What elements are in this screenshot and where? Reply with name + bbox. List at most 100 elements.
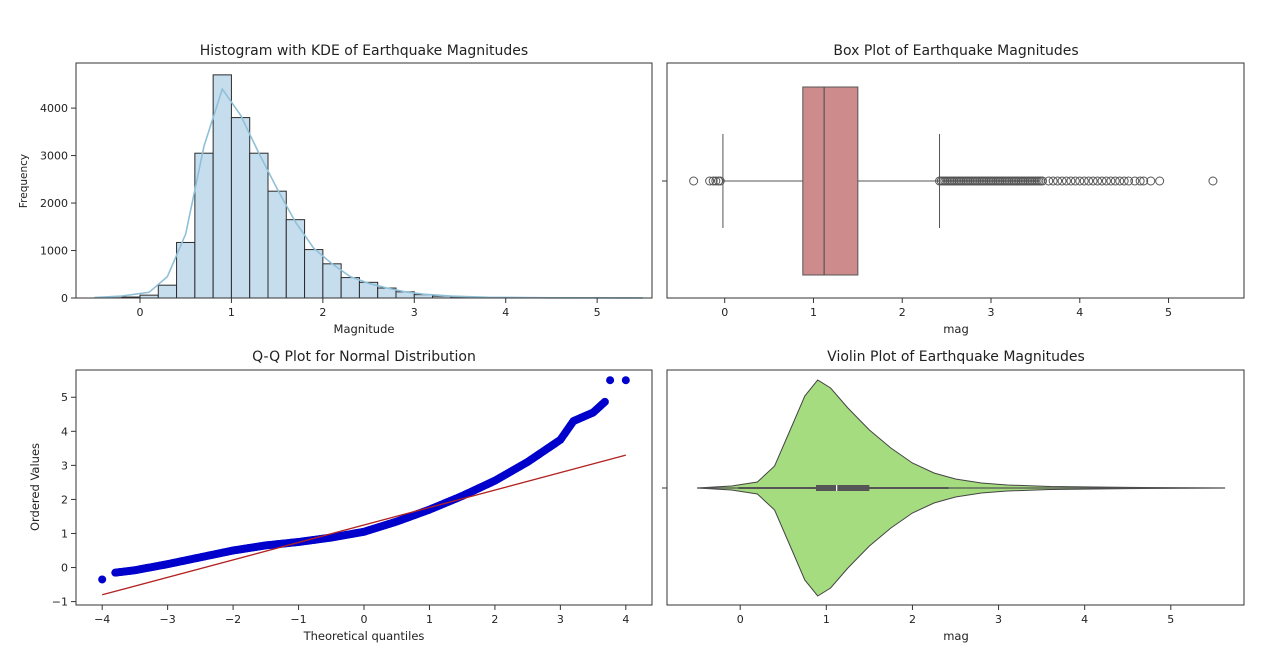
histogram-y-tick-label: 0 [61, 292, 68, 305]
boxplot-outlier [1057, 176, 1067, 186]
histogram-y-tick-label: 2000 [40, 197, 68, 210]
qq-panel: Q-Q Plot for Normal Distribution −4 −3 −2 −… [28, 349, 653, 643]
histogram-frame [75, 62, 653, 299]
boxplot-outlier [1135, 176, 1145, 186]
qq-x-tick-label: 4 [622, 613, 629, 626]
boxplot-panel: Box Plot of Earthquake Magnitudes 0 1 2 3 4 5… [662, 43, 1245, 336]
histogram-bar [249, 152, 269, 299]
violin-iqr-box [815, 485, 870, 491]
qq-x-tick-label: −3 [160, 613, 176, 626]
boxplot-outlier [1053, 176, 1063, 186]
qq-point [621, 376, 630, 385]
qq-point [98, 575, 107, 584]
boxplot-title: Box Plot of Earthquake Magnitudes [833, 43, 1078, 59]
qq-x-tick-label: −2 [225, 613, 241, 626]
histogram-x-tick-label: 0 [137, 306, 144, 319]
qq-y-tick-label: 1 [61, 527, 68, 540]
boxplot-x-tick-label: 4 [1076, 306, 1083, 319]
qq-fit-line [102, 454, 626, 596]
histogram-x-tick-label: 1 [228, 306, 235, 319]
qq-x-label: Theoretical quantiles [303, 629, 425, 643]
histogram-x-label: Magnitude [334, 322, 395, 336]
histogram-x-tick-label: 5 [594, 306, 601, 319]
boxplot-outlier [708, 176, 718, 186]
qq-x-tick-label: −1 [290, 613, 306, 626]
boxplot-outlier [711, 176, 721, 186]
histogram-y-ticks: 0 1000 2000 3000 4000 [40, 102, 76, 305]
boxplot-outlier [1048, 176, 1058, 186]
qq-x-tick-label: −4 [94, 613, 110, 626]
histogram-y-tick-label: 3000 [40, 150, 68, 163]
violin-x-ticks: 0 1 2 3 4 5 [737, 605, 1174, 626]
violin-x-tick-label: 0 [737, 613, 744, 626]
histogram-title: Histogram with KDE of Earthquake Magnitu… [200, 43, 528, 59]
boxplot-outlier [705, 176, 715, 186]
qq-y-tick-label: 5 [61, 391, 68, 404]
boxplot-outlier [1110, 176, 1120, 186]
histogram-y-tick-label: 4000 [40, 102, 68, 115]
boxplot-outlier [1146, 176, 1156, 186]
histogram-bar [267, 190, 287, 299]
qq-point [600, 397, 609, 406]
boxplot-plot-area [689, 86, 1218, 276]
boxplot-x-tick-label: 5 [1165, 306, 1172, 319]
boxplot-outlier [1106, 176, 1116, 186]
qq-x-tick-label: 3 [557, 613, 564, 626]
boxplot-outlier [1139, 176, 1149, 186]
violin-x-tick-label: 1 [823, 613, 830, 626]
boxplot-x-tick-label: 1 [810, 306, 817, 319]
boxplot-outlier [1101, 176, 1111, 186]
boxplot-box [802, 86, 859, 276]
boxplot-x-label: mag [943, 322, 969, 336]
histogram-x-tick-label: 2 [319, 306, 326, 319]
boxplot-outlier [1070, 176, 1080, 186]
qq-y-ticks: −1 0 1 2 3 4 5 [52, 391, 76, 609]
boxplot-x-tick-label: 3 [988, 306, 995, 319]
qq-frame [75, 369, 653, 606]
boxplot-outlier [1066, 176, 1076, 186]
violin-x-label: mag [943, 629, 969, 643]
histogram-y-label: Frequency [18, 154, 30, 208]
histogram-x-ticks: 0 1 2 3 4 5 [137, 298, 601, 319]
qq-point [606, 376, 615, 385]
qq-plot-area [98, 376, 630, 596]
boxplot-outlier [1155, 176, 1165, 186]
boxplot-x-tick-label: 0 [721, 306, 728, 319]
violin-x-tick-label: 2 [909, 613, 916, 626]
boxplot-outlier [1044, 176, 1054, 186]
histogram-bar [304, 249, 324, 299]
qq-title: Q-Q Plot for Normal Distribution [252, 349, 476, 365]
qq-y-tick-label: 2 [61, 493, 68, 506]
qq-x-tick-label: 1 [426, 613, 433, 626]
violin-x-tick-label: 4 [1081, 613, 1088, 626]
qq-y-tick-label: −1 [52, 596, 68, 609]
boxplot-outlier [689, 176, 699, 186]
boxplot-outlier [1130, 176, 1140, 186]
boxplot-outlier [1124, 176, 1134, 186]
violin-panel: Violin Plot of Earthquake Magnitudes 0 1 2… [662, 349, 1245, 643]
violin-title: Violin Plot of Earthquake Magnitudes [827, 349, 1085, 365]
boxplot-outlier [1061, 176, 1071, 186]
histogram-bar [340, 277, 360, 299]
boxplot-x-tick-label: 2 [899, 306, 906, 319]
qq-x-tick-label: 0 [361, 613, 368, 626]
histogram-bar [157, 284, 178, 299]
boxplot-outlier [1119, 176, 1129, 186]
violin-x-tick-label: 3 [995, 613, 1002, 626]
boxplot-x-ticks: 0 1 2 3 4 5 [721, 298, 1172, 319]
boxplot-outlier [715, 176, 725, 186]
qq-y-label: Ordered Values [28, 443, 42, 531]
boxplot-outlier [1075, 176, 1085, 186]
qq-y-tick-label: 4 [61, 425, 68, 438]
qq-y-tick-label: 3 [61, 459, 68, 472]
boxplot-outlier [1037, 176, 1047, 186]
violin-plot-area [697, 379, 1226, 597]
histogram-y-tick-label: 1000 [40, 245, 68, 258]
boxplot-outlier [1115, 176, 1125, 186]
violin-x-tick-label: 5 [1167, 613, 1174, 626]
histogram-bar [230, 117, 251, 299]
qq-x-tick-label: 2 [491, 613, 498, 626]
qq-y-tick-label: 0 [61, 562, 68, 575]
histogram-x-tick-label: 3 [411, 306, 418, 319]
